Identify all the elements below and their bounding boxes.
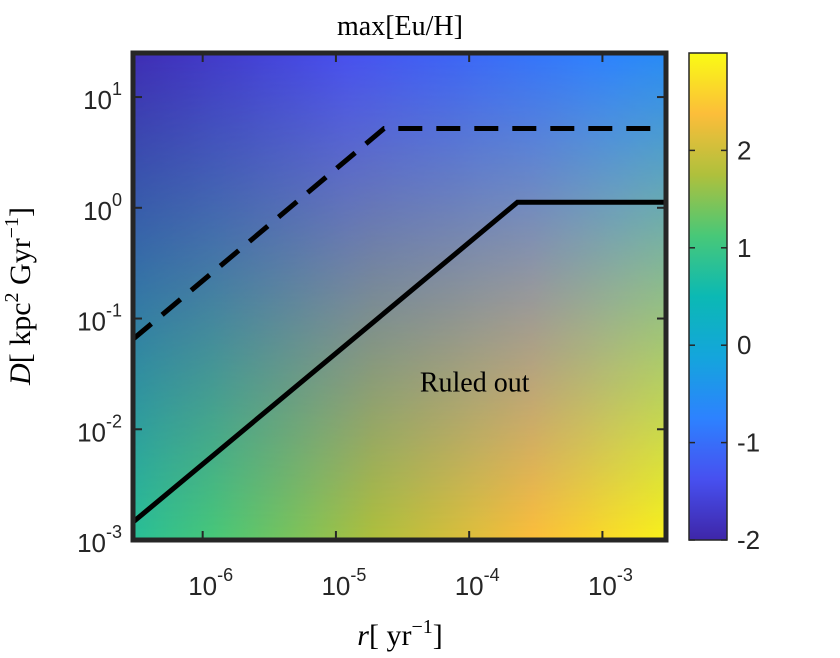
y-label-var: D [4,363,37,386]
colorbar-tick-label: -1 [737,428,760,458]
colorbar-ticks: -2 -1 0 1 2 [689,135,760,555]
x-label-sup: −1 [411,616,432,638]
x-label-var: r [357,619,369,652]
x-axis-ticks: 10-6 10-5 10-4 10-3 [188,53,633,601]
y-tick-label: 10-3 [77,522,122,558]
x-label-close: ] [433,619,443,652]
y-label-sup2: −1 [1,217,23,238]
y-label-unit2: Gyr [4,238,37,292]
y-label-open: [ [4,346,37,364]
y-label-unit: kpc [4,302,37,345]
colorbar: -2 -1 0 1 2 [688,52,760,555]
x-tick-label: 10-3 [588,565,633,601]
x-tick-label: 10-6 [188,565,233,601]
colorbar-frame [688,52,728,541]
colorbar-tick-label: -2 [737,525,760,555]
colorbar-fill [689,53,727,540]
y-tick-label: 10-1 [77,301,122,337]
heatmap [133,53,666,540]
colorbar-tick-label: 2 [737,135,751,165]
plot-frame [130,50,669,543]
y-axis-ticks: 10-3 10-2 10-1 100 101 [77,79,666,558]
colorbar-tick-label: 0 [737,330,751,360]
x-label-unit: yr [386,619,411,652]
y-tick-label: 100 [83,190,122,226]
y-label-sup1: 2 [1,292,23,302]
constraint-lines [133,126,666,525]
ruled-out-annotation: Ruled out [420,367,530,398]
dashed-constraint-line [133,126,666,342]
heatmap-top-layer [133,53,666,540]
y-tick-label: 101 [83,79,122,115]
chart-title: max[Eu/H] [337,11,463,42]
y-axis-label: D[ kpc2 Gyr−1] [1,207,37,386]
solid-constraint-line [133,199,666,525]
y-tick-label: 10-2 [77,411,122,447]
x-tick-label: 10-4 [455,565,500,601]
x-axis-label: r[ yr−1] [357,616,442,652]
colorbar-tick-label: 1 [737,233,751,263]
x-tick-label: 10-5 [321,565,366,601]
y-label-close: ] [4,207,37,217]
x-label-open: [ [369,619,387,652]
